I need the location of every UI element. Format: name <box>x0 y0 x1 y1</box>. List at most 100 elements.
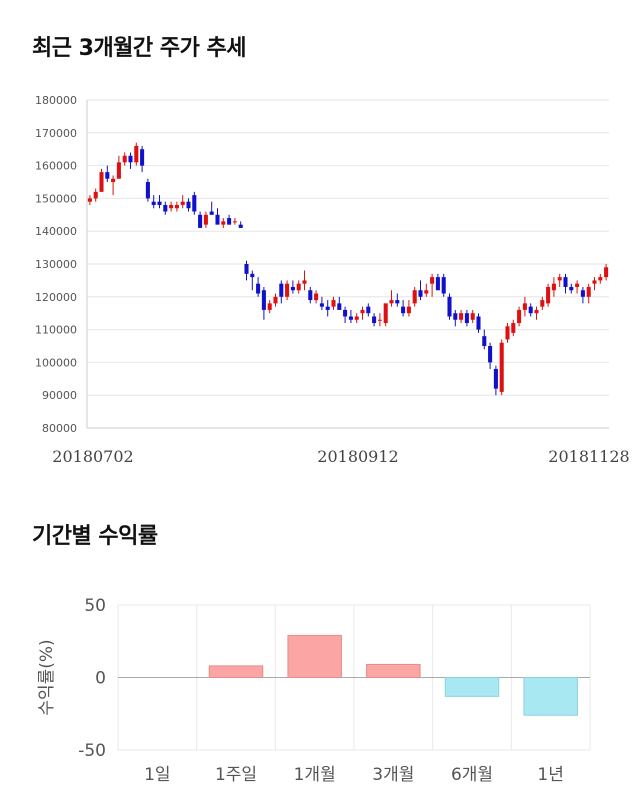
candle-body <box>604 267 609 278</box>
candle-body <box>522 303 527 310</box>
candle-body <box>209 211 214 215</box>
candle-body <box>157 201 162 205</box>
x-tick-label: 20180912 <box>317 447 398 466</box>
candle-body <box>360 309 365 314</box>
candle-body <box>482 336 487 346</box>
candle-body <box>389 300 394 304</box>
candle-body <box>186 201 191 209</box>
return-chart-title: 기간별 수익률 <box>32 524 158 549</box>
candle-body <box>250 273 255 278</box>
y-axis-label: 수익률(%) <box>37 639 57 715</box>
candle-body <box>580 290 585 297</box>
candle-body <box>505 326 510 340</box>
candle-body <box>435 277 440 291</box>
candle-body <box>203 214 208 225</box>
y-tick-label: 0 <box>95 669 106 689</box>
x-tick-label: 20180702 <box>52 447 133 466</box>
candle-body <box>459 313 464 320</box>
candle-body <box>528 306 533 314</box>
x-tick-label: 20181128 <box>548 447 629 466</box>
x-category-label: 1년 <box>537 765 563 785</box>
candle-body <box>267 303 272 310</box>
candle-body <box>325 306 330 310</box>
candle-body <box>174 204 179 209</box>
x-category-label: 1주일 <box>215 765 257 785</box>
return-bar <box>444 677 500 697</box>
candle-body <box>319 303 324 307</box>
price-candlestick-chart: 80000 90000 100000 110000 120000 130000 140000… <box>35 94 630 466</box>
candle-body <box>198 214 203 228</box>
candle-body <box>401 306 406 314</box>
candle-body <box>418 290 423 297</box>
candle-body <box>279 283 284 297</box>
candle-body <box>511 323 516 333</box>
candle-body <box>348 316 353 320</box>
y-tick-label: 180000 <box>35 94 77 107</box>
candle-body <box>256 283 261 294</box>
candle-body <box>140 149 145 166</box>
candle-body <box>337 303 342 310</box>
x-category-label: 6개월 <box>451 765 493 785</box>
candle-body <box>273 296 278 304</box>
candle-body <box>540 300 545 307</box>
candle-body <box>372 316 377 324</box>
candle-body <box>227 218 232 225</box>
x-category-label: 1개월 <box>294 765 336 785</box>
candle-body <box>377 319 382 321</box>
candle-body <box>221 221 226 225</box>
candle-body <box>169 204 174 209</box>
candle-body <box>395 300 400 304</box>
candle-body <box>290 286 295 291</box>
candle-body <box>569 286 574 291</box>
y-tick-label: 120000 <box>35 291 77 304</box>
candle-body <box>406 306 411 314</box>
y-tick-label: 160000 <box>35 160 77 173</box>
candle-body <box>499 342 504 392</box>
candle-body <box>122 155 127 163</box>
candle-body <box>261 290 266 310</box>
candle-body <box>563 277 568 287</box>
candle-body <box>430 277 435 284</box>
candle-body <box>586 286 591 297</box>
y-tick-label: 130000 <box>35 258 77 271</box>
candle-body <box>488 346 493 363</box>
candle-body <box>163 204 168 212</box>
y-tick-label: 80000 <box>42 422 77 435</box>
candle-body <box>238 224 243 228</box>
candle-body <box>453 313 458 320</box>
candle-body <box>546 286 551 304</box>
candle-body <box>134 145 139 163</box>
y-tick-label: 110000 <box>35 324 77 337</box>
candle-body <box>105 172 110 179</box>
candle-body <box>470 313 475 320</box>
candle-body <box>232 221 237 223</box>
candle-body <box>534 309 539 314</box>
return-bar <box>366 663 421 679</box>
candle-body <box>180 201 185 205</box>
candle-body <box>285 283 290 297</box>
candle-body <box>296 283 301 291</box>
x-category-label: 3개월 <box>372 765 414 785</box>
candle-body <box>145 182 150 199</box>
candle-body <box>354 316 359 320</box>
y-tick-label: 170000 <box>35 127 77 140</box>
candle-body <box>308 290 313 301</box>
y-tick-label: 50 <box>84 596 106 616</box>
y-tick-label: 140000 <box>35 225 77 238</box>
return-bar <box>523 677 578 716</box>
candle-body <box>441 277 446 294</box>
candle-body <box>412 290 417 304</box>
candle-body <box>244 264 249 274</box>
candle-body <box>366 306 371 314</box>
candle-body <box>551 283 556 291</box>
candle-body <box>128 155 133 163</box>
y-tick-label: 100000 <box>35 356 77 369</box>
price-chart-title: 최근 3개월간 주가 추세 <box>32 36 246 61</box>
candle-body <box>302 280 307 284</box>
candle-body <box>99 172 104 192</box>
candle-body <box>447 296 452 317</box>
y-tick-label: 150000 <box>35 192 77 205</box>
candle-body <box>575 283 580 287</box>
candle-body <box>111 178 116 182</box>
